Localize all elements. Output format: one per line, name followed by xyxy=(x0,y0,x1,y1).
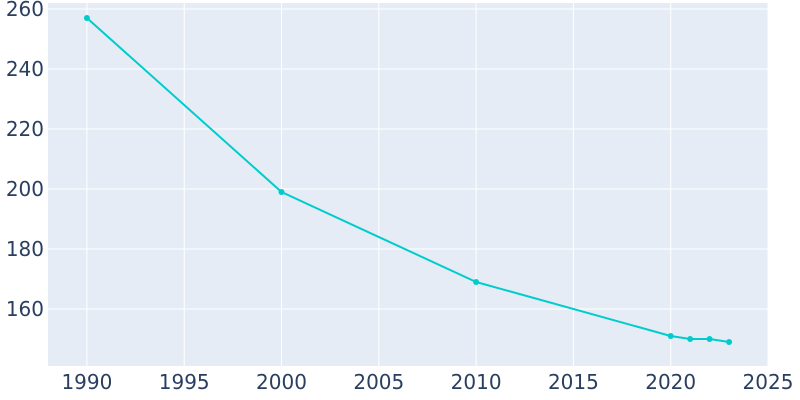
x-tick-label: 2000 xyxy=(256,370,307,394)
x-tick-label: 2015 xyxy=(548,370,599,394)
x-tick-label: 2010 xyxy=(451,370,502,394)
data-point xyxy=(706,336,713,342)
x-axis-tick-labels: 1990 1995 2000 2005 2010 2015 2020 2025 xyxy=(61,370,793,394)
x-tick-label: 1995 xyxy=(159,370,210,394)
data-point xyxy=(687,336,694,342)
data-point xyxy=(726,339,733,345)
x-tick-label: 2020 xyxy=(645,370,696,394)
data-point xyxy=(83,15,90,21)
data-point xyxy=(667,333,674,339)
y-tick-label: 180 xyxy=(6,237,44,261)
y-tick-label: 240 xyxy=(6,57,44,81)
x-tick-label: 1990 xyxy=(61,370,112,394)
y-tick-label: 220 xyxy=(6,117,44,141)
data-point xyxy=(473,279,480,285)
x-tick-label: 2025 xyxy=(743,370,794,394)
x-tick-label: 2005 xyxy=(353,370,404,394)
y-tick-label: 200 xyxy=(6,177,44,201)
series-layer xyxy=(83,15,733,345)
plot-background xyxy=(48,3,768,366)
y-tick-label: 260 xyxy=(6,0,44,21)
grid-lines xyxy=(48,3,769,366)
y-tick-label: 160 xyxy=(6,297,44,321)
data-point xyxy=(278,189,285,195)
y-axis-tick-labels: 160 180 200 220 240 260 xyxy=(6,0,44,321)
